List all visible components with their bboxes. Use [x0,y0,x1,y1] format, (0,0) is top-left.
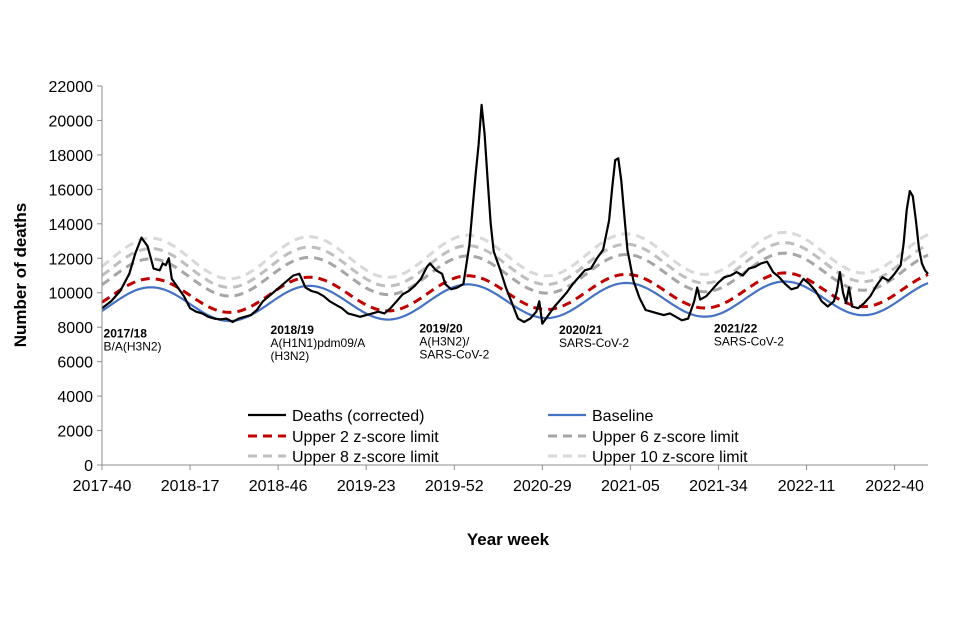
y-tick-label: 10000 [49,286,94,303]
legend-label: Upper 2 z-score limit [292,429,439,446]
series-line-baseline [101,280,929,323]
series-line-upper-10-z-score-limit [101,230,929,281]
y-tick-label: 16000 [49,182,94,199]
y-tick-label: 0 [84,458,93,475]
legend-item: Upper 6 z-score limit [548,429,739,446]
virus-label: B/A(H3N2) [104,340,162,354]
y-tick-label: 6000 [57,355,93,372]
x-tick-label: 2018-17 [161,478,220,495]
virus-label: SARS-CoV-2 [714,334,784,348]
x-tick-label: 2021-05 [601,478,660,495]
legend-label: Upper 10 z-score limit [592,449,748,466]
x-tick-label: 2021-34 [689,478,748,495]
x-tick-label: 2020-29 [513,478,572,495]
legend-item: Upper 10 z-score limit [548,449,748,466]
virus-label: (H3N2) [271,349,310,363]
virus-label: SARS-CoV-2 [559,336,629,350]
series-line-upper-6-z-score-limit [101,251,929,298]
x-tick-label: 2019-52 [425,478,484,495]
series-line-upper-8-z-score-limit [101,241,929,289]
x-tick-label: 2017-40 [73,478,132,495]
virus-label: A(H1N1)pdm09/A [271,336,366,350]
series-line-upper-2-z-score-limit [101,271,929,314]
x-axis-title: Year week [467,530,550,549]
legend-item: Upper 8 z-score limit [248,449,439,466]
season-label: 2019/20 [419,321,463,335]
y-tick-label: 14000 [49,217,94,234]
virus-label: SARS-CoV-2 [419,347,489,361]
x-tick-label: 2018-46 [249,478,308,495]
y-tick-label: 2000 [57,424,93,441]
x-tick-label: 2022-40 [865,478,924,495]
legend-label: Upper 8 z-score limit [292,449,439,466]
season-label: 2021/22 [714,321,758,335]
virus-label: A(H3N2)/ [419,334,470,348]
series-line-deaths-corrected [101,103,929,325]
y-tick-label: 4000 [57,389,93,406]
x-tick-label: 2019-23 [337,478,396,495]
y-tick-label: 12000 [49,251,94,268]
legend-label: Baseline [592,408,653,425]
y-tick-label: 8000 [57,320,93,337]
legend-item: Baseline [548,408,653,425]
season-label: 2018/19 [271,323,315,337]
legend-item: Deaths (corrected) [248,408,425,425]
legend-item: Upper 2 z-score limit [248,429,439,446]
y-tick-label: 20000 [49,113,94,130]
x-tick-label: 2022-11 [778,478,836,495]
y-tick-label: 18000 [49,148,94,165]
y-tick-label: 22000 [49,79,94,96]
y-axis-title: Number of deaths [11,203,30,348]
season-label: 2020/21 [559,323,603,337]
legend-label: Deaths (corrected) [292,408,425,425]
season-label: 2017/18 [104,327,148,341]
legend-label: Upper 6 z-score limit [592,429,739,446]
